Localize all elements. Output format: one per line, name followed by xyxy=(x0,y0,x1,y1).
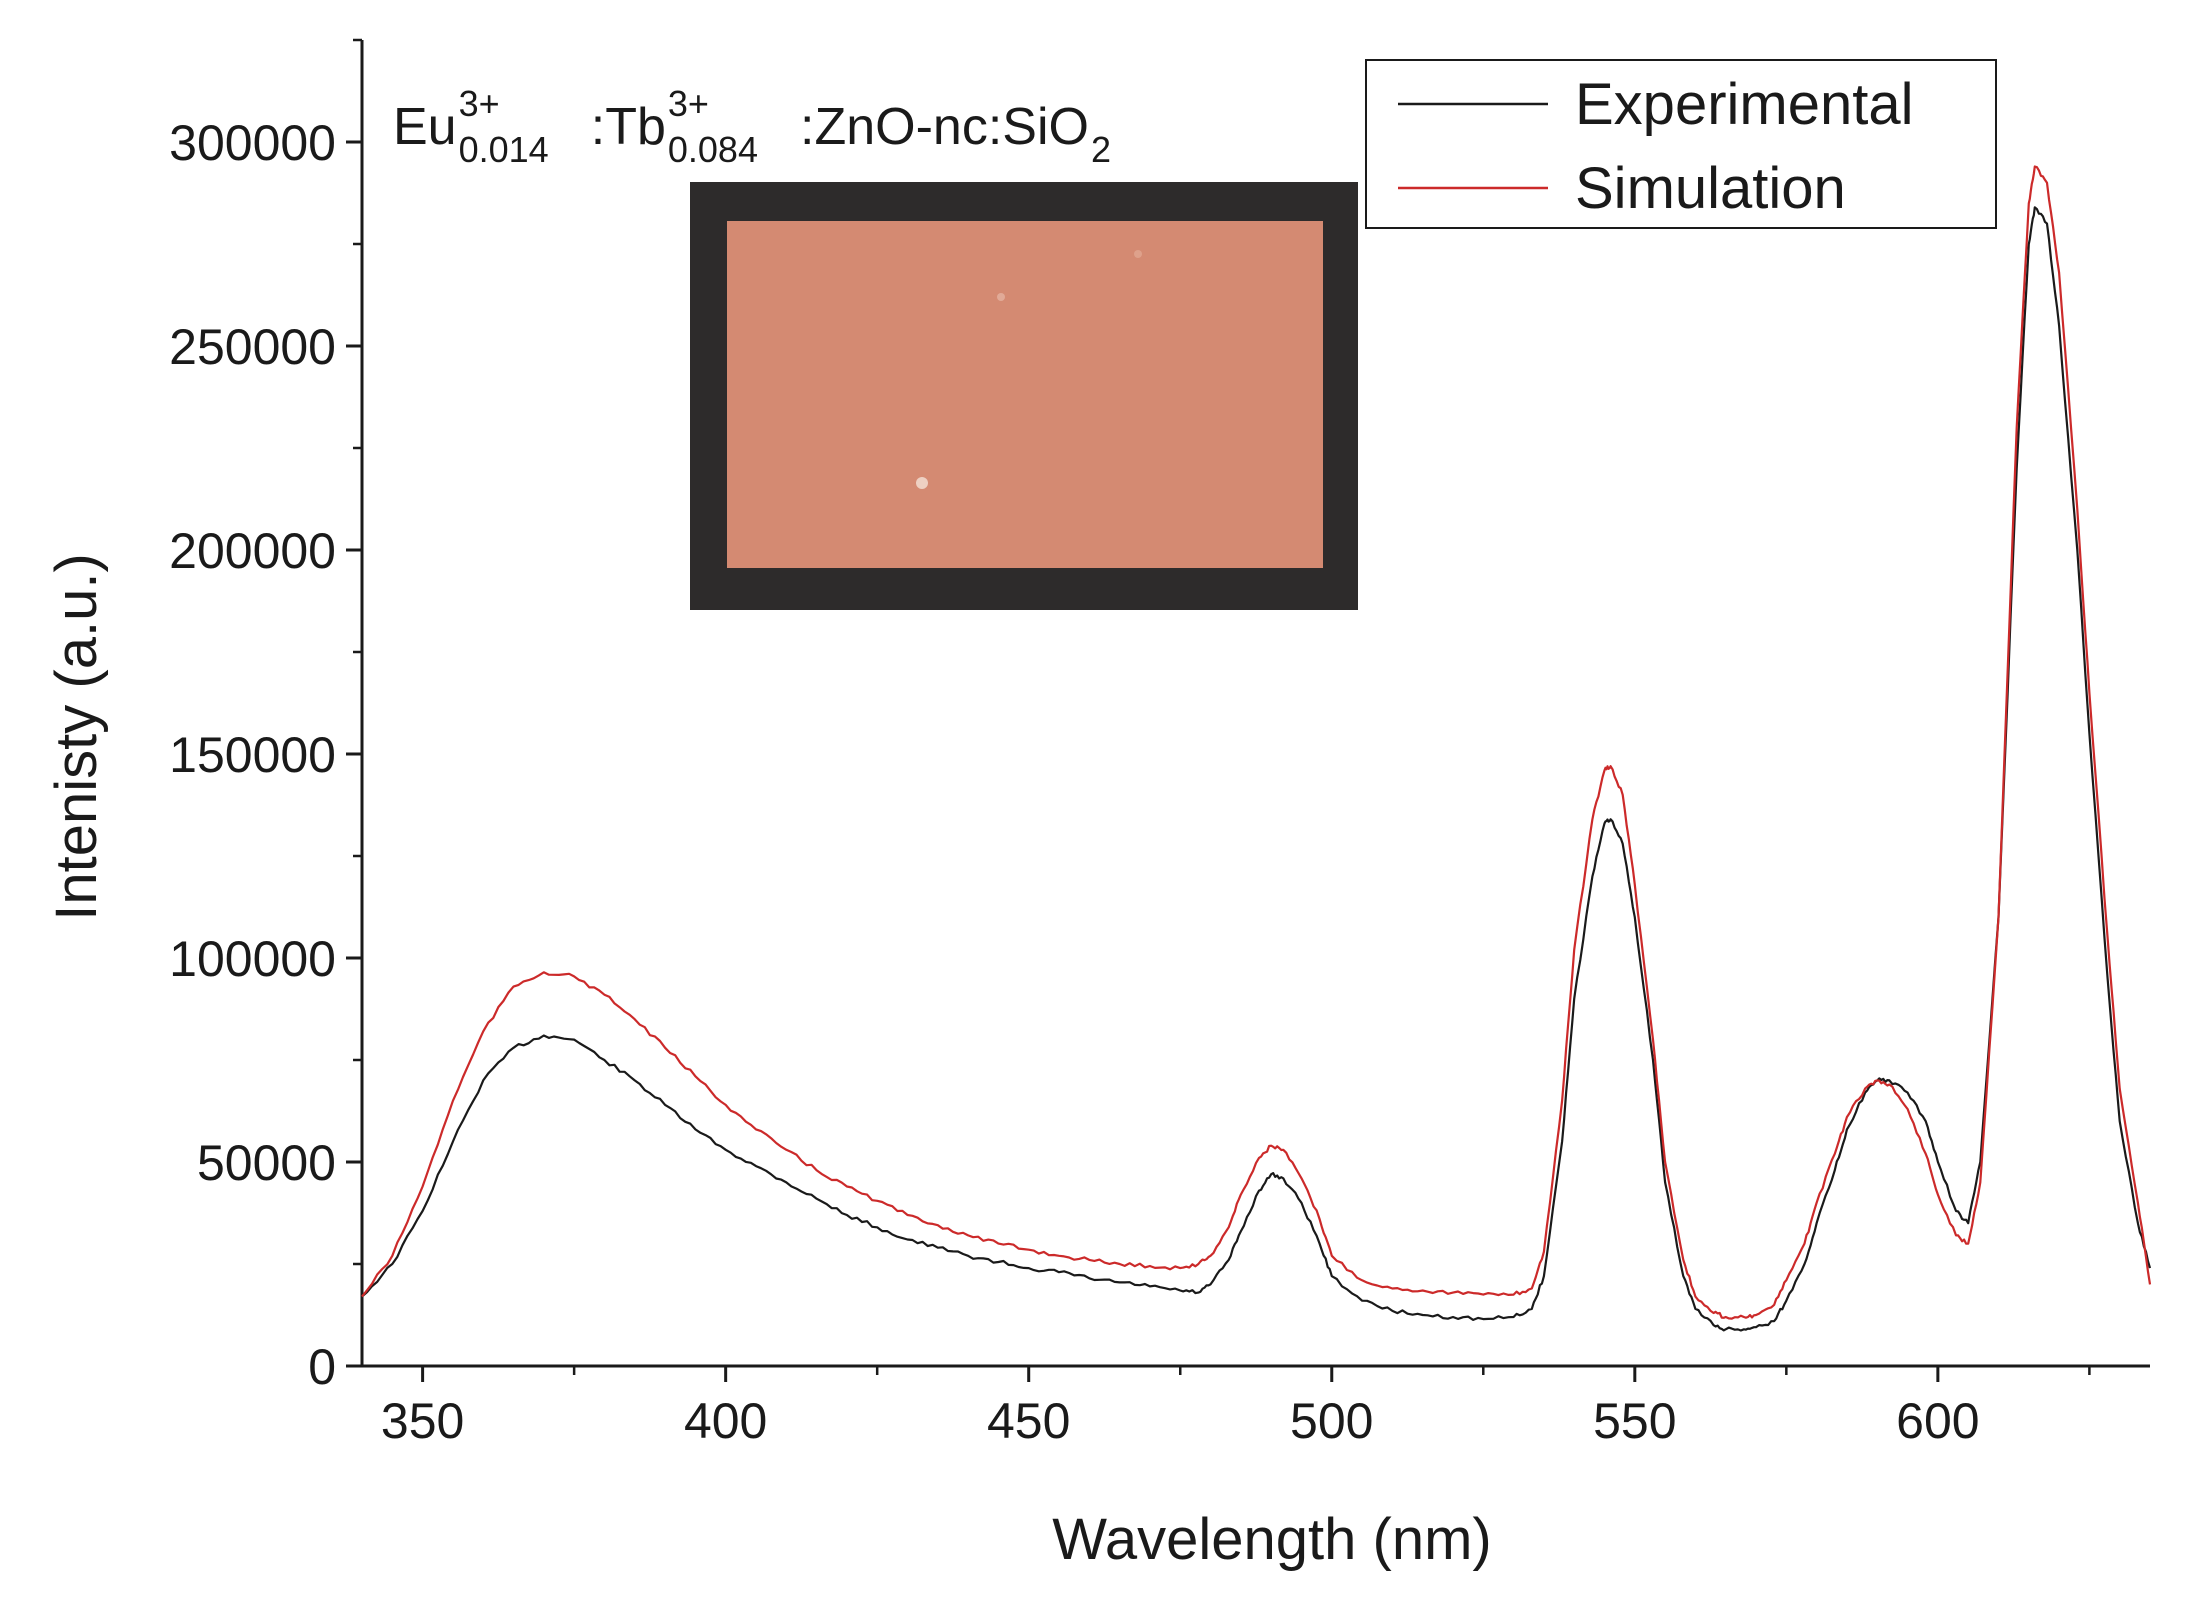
y-tick-label: 300000 xyxy=(169,115,336,171)
series-line-experimental xyxy=(361,206,2152,1332)
sample-photo-inset xyxy=(690,182,1358,610)
y-tick-label: 100000 xyxy=(169,931,336,987)
legend-label-simulation: Simulation xyxy=(1575,156,1846,221)
photo-speck xyxy=(997,293,1005,301)
x-tick-label: 450 xyxy=(987,1393,1070,1449)
y-tick-label: 250000 xyxy=(169,319,336,375)
series-line-simulation xyxy=(361,165,2152,1320)
y-tick-label: 50000 xyxy=(197,1135,336,1191)
formula-subscript: 2 xyxy=(1091,129,1111,170)
series-lines xyxy=(361,165,2152,1332)
x-tick-label: 600 xyxy=(1896,1393,1979,1449)
legend-label-experimental: Experimental xyxy=(1575,72,1913,137)
y-tick-label: 150000 xyxy=(169,727,336,783)
photo-sample xyxy=(727,221,1323,568)
x-axis-ticks: 350 400 450 500 550 600 xyxy=(381,1366,2091,1449)
formula-text: :Tb xyxy=(591,98,666,156)
photo-speck xyxy=(1134,250,1142,258)
y-tick-label: 200000 xyxy=(169,523,336,579)
x-tick-label: 500 xyxy=(1290,1393,1373,1449)
formula-superscript: 3+ xyxy=(459,83,500,124)
x-tick-label: 350 xyxy=(381,1393,464,1449)
y-axis-ticks: 0 50000 100000 150000 200000 250000 300000 xyxy=(169,38,362,1395)
y-tick-label: 0 xyxy=(308,1339,336,1395)
x-tick-label: 550 xyxy=(1593,1393,1676,1449)
formula-superscript: 3+ xyxy=(668,83,709,124)
formula-subscript: 0.084 xyxy=(668,129,758,170)
formula-text: :ZnO-nc:SiO xyxy=(800,98,1089,156)
legend-box xyxy=(1365,59,1997,229)
formula-text: Eu xyxy=(393,98,457,156)
y-axis-title: Intenisty (a.u.) xyxy=(44,553,109,920)
legend: Experimental Simulation xyxy=(1365,59,1997,229)
composition-formula: Eu3+ 0.014:Tb3+ 0.084:ZnO-nc:SiO2 xyxy=(393,83,1111,170)
x-tick-label: 400 xyxy=(684,1393,767,1449)
x-axis-title: Wavelength (nm) xyxy=(1052,1507,1491,1572)
formula-subscript: 0.014 xyxy=(459,129,549,170)
photo-speck xyxy=(916,477,928,489)
